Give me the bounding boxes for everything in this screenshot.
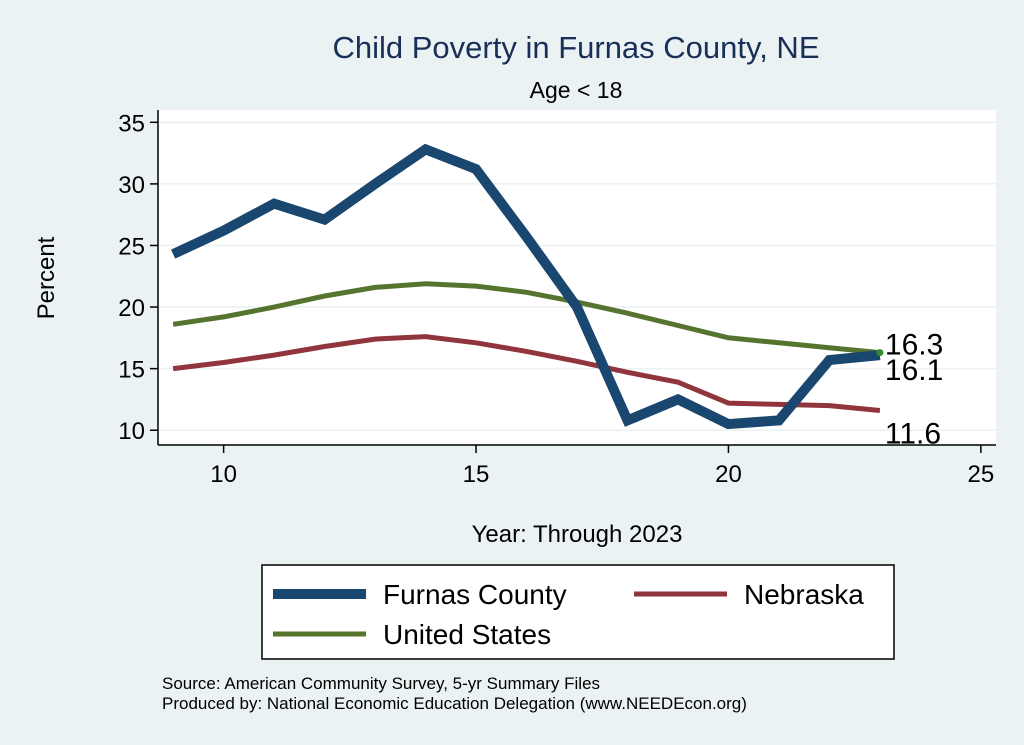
legend-label: Furnas County — [383, 579, 567, 610]
series-lines — [170, 143, 884, 430]
chart-title: Child Poverty in Furnas County, NE — [332, 30, 819, 65]
y-tick-label: 30 — [118, 172, 145, 199]
y-tick-label: 20 — [118, 295, 145, 322]
y-tick-label: 15 — [118, 357, 145, 384]
x-tick-label: 20 — [715, 461, 742, 488]
series-line-furnas-county — [170, 143, 881, 430]
x-tick-label: 25 — [968, 461, 995, 488]
end-label-nebraska: 11.6 — [885, 418, 941, 451]
x-tick-label: 10 — [210, 461, 237, 488]
legend: Furnas County Nebraska United States — [273, 579, 864, 650]
series-line-united-states — [172, 281, 881, 356]
endpoint-marker — [876, 349, 884, 357]
source-note: Source: American Community Survey, 5-yr … — [162, 674, 600, 693]
end-labels: 16.316.1 11.6 — [885, 329, 943, 451]
plot-area — [158, 110, 996, 445]
axes: 10 15 20 25 30 35 10 15 20 25 — [118, 110, 996, 488]
y-tick-label: 25 — [118, 233, 145, 260]
series-line-nebraska — [172, 334, 881, 413]
produced-note: Produced by: National Economic Education… — [162, 694, 747, 713]
chart-subtitle: Age < 18 — [530, 77, 623, 103]
x-axis-label: Year: Through 2023 — [472, 521, 683, 548]
end-label-furnas-county: 16.1 — [885, 354, 943, 387]
legend-label: United States — [383, 619, 551, 650]
end-label-united-states: 16.3 — [885, 329, 943, 362]
legend-box — [261, 564, 895, 660]
y-tick-label: 10 — [118, 418, 145, 445]
y-tick-label: 35 — [118, 110, 145, 137]
y-axis-label: Percent — [33, 236, 60, 319]
legend-label: Nebraska — [744, 579, 864, 610]
x-tick-label: 15 — [463, 461, 490, 488]
